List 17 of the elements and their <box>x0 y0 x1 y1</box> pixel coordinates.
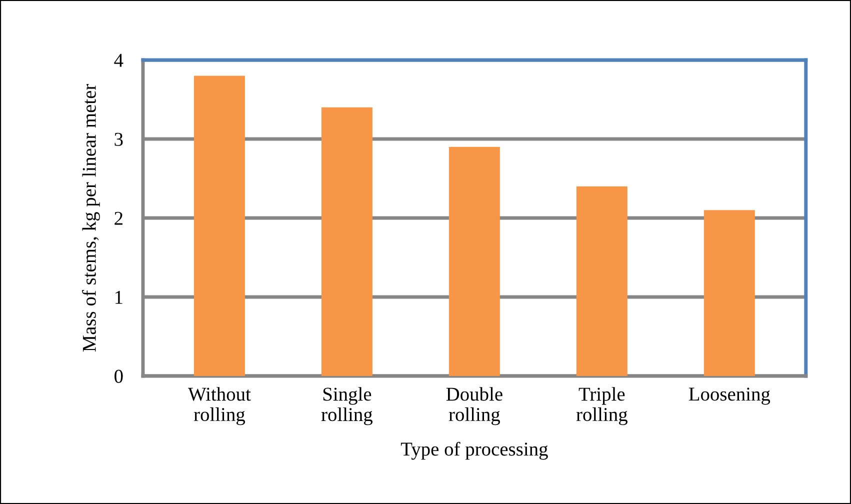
y-tick-label: 0 <box>114 370 123 383</box>
x-tick-label: Single rolling <box>321 387 372 426</box>
bar <box>194 76 245 376</box>
y-tick-label: 3 <box>114 132 123 146</box>
bar <box>321 107 372 376</box>
y-tick-label: 4 <box>114 54 124 67</box>
bar <box>448 146 500 376</box>
y-tick-label: 1 <box>116 290 122 304</box>
x-tick-label: Loosening <box>688 388 770 405</box>
y-axis-title: Mass of stems, kg per linear meter <box>82 84 100 352</box>
bar <box>576 186 628 376</box>
x-tick-label: Without rolling <box>188 387 251 426</box>
y-tick-label: 2 <box>114 212 122 225</box>
bar <box>704 210 755 376</box>
x-tick-label: Triple rolling <box>576 387 628 426</box>
x-axis-title: Type of processing <box>400 442 548 460</box>
x-tick-label: Double rolling <box>446 387 502 426</box>
